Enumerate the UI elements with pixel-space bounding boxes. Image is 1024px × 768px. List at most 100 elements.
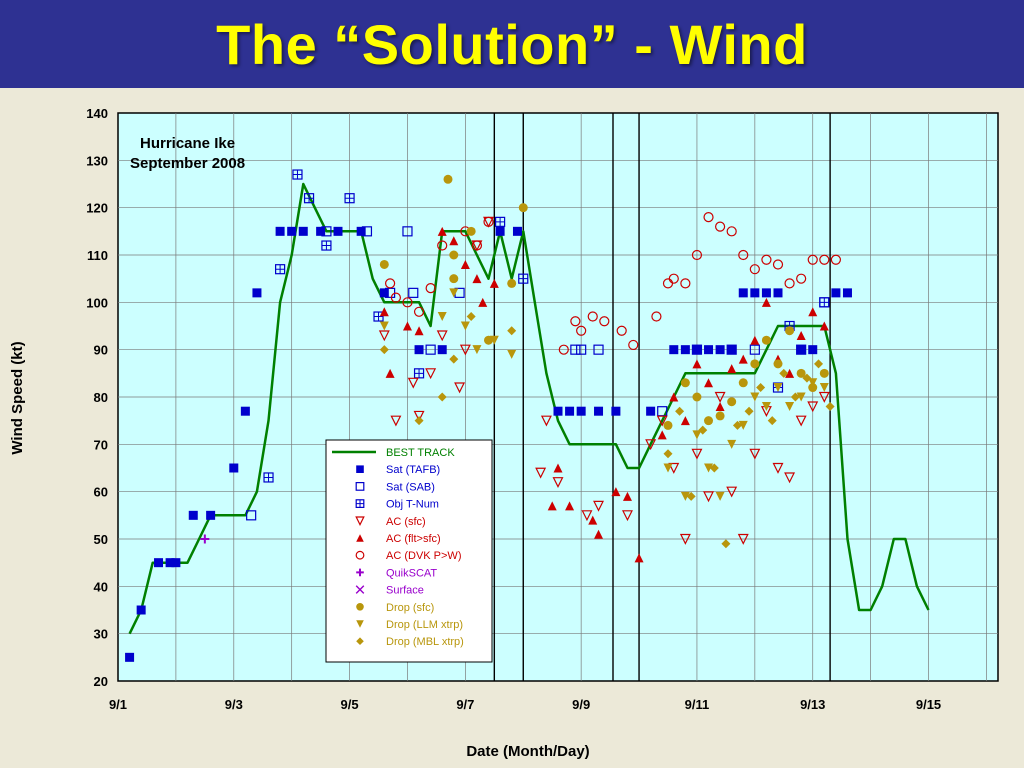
obj-t-num-point-cross — [345, 193, 355, 203]
obj-t-num-point-cross — [275, 264, 285, 274]
drop-mbl-xtrp-point — [779, 368, 789, 378]
y-tick-label: 110 — [87, 248, 108, 263]
x-tick-label: 9/15 — [916, 697, 941, 712]
ac-dvk-p-w-point — [558, 344, 569, 355]
drop-llm-xtrp-point — [761, 401, 771, 411]
ac-sfc-point — [552, 477, 564, 489]
ac-dvk-p-w-point — [738, 249, 749, 261]
ac-sfc-point — [378, 330, 390, 342]
series-quikscat — [200, 534, 210, 544]
obj-t-num-point — [275, 264, 286, 275]
sat-tafb-point — [206, 510, 216, 520]
ac-dvk-p-w-point — [599, 316, 610, 327]
ac-sfc-point — [679, 533, 691, 545]
obj-t-num-point-cross — [518, 274, 528, 284]
y-axis-title: Wind Speed (kt) — [9, 341, 26, 454]
drop-mbl-xtrp-point — [379, 345, 389, 355]
ac-dvk-p-w-point — [587, 311, 598, 322]
ac-flt-sfc-point — [460, 259, 470, 269]
sat-tafb-point — [773, 288, 783, 298]
grid-lines — [118, 113, 998, 681]
x-tick-label: 9/9 — [572, 697, 590, 712]
obj-t-num-point-cross — [414, 368, 424, 378]
ac-flt-sfc-point — [611, 487, 621, 497]
x-tick-label: 9/13 — [800, 697, 825, 712]
drop-llm-xtrp-point — [489, 335, 499, 345]
ac-sfc-point — [795, 415, 807, 427]
ac-flt-sfc-point — [414, 326, 424, 336]
ac-flt-sfc-point — [547, 501, 557, 511]
ac-sfc-point — [668, 462, 680, 474]
ac-dvk-p-w-point — [807, 254, 818, 265]
ac-sfc-point — [407, 377, 419, 389]
ac-flt-sfc-point — [704, 378, 714, 388]
drop-mbl-xtrp-point — [790, 392, 800, 402]
drop-llm-xtrp-point — [773, 383, 783, 393]
obj-t-num-point-cross — [374, 312, 384, 322]
legend-swatch-drop-mbl-xtrp — [356, 637, 364, 645]
x-tick-label: 9/7 — [456, 697, 474, 712]
ac-sfc-point — [784, 472, 796, 484]
ac-sfc-point — [454, 382, 466, 394]
ac-flt-sfc-point — [565, 501, 575, 511]
drop-mbl-xtrp-point — [814, 359, 824, 369]
ac-sfc-point — [436, 330, 448, 342]
obj-t-num-point-cross — [292, 170, 302, 180]
ac-sfc-point — [581, 510, 593, 522]
ac-dvk-p-w-point — [425, 283, 436, 294]
ac-flt-sfc-point — [622, 491, 632, 501]
ac-flt-sfc-point — [379, 307, 389, 317]
annotation-line-1: Hurricane Ike — [140, 135, 235, 152]
sat-sab-point — [570, 344, 581, 355]
ac-flt-sfc-point — [738, 354, 748, 364]
ac-sfc-point — [807, 401, 819, 413]
drop-mbl-xtrp-point — [802, 373, 812, 383]
legend-swatch-sat-sab — [355, 482, 365, 491]
sat-tafb-point — [171, 558, 181, 568]
series-sat-tafb — [125, 226, 852, 662]
y-tick-label: 20 — [94, 674, 108, 689]
drop-sfc-point — [507, 278, 517, 288]
legend: BEST TRACK Sat (TAFB) Sat (SAB) Obj T-Num AC… — [325, 439, 493, 663]
ac-dvk-p-w-point — [772, 259, 784, 270]
drop-sfc-point — [518, 203, 528, 213]
sat-tafb-point — [437, 345, 447, 355]
sat-tafb-point — [831, 288, 841, 298]
ac-sfc-point — [425, 368, 437, 380]
ac-flt-sfc-point — [385, 368, 395, 378]
ac-dvk-p-w-point — [651, 311, 662, 322]
drop-llm-xtrp-point — [704, 463, 714, 473]
obj-t-num-point-cross — [819, 297, 829, 307]
ac-flt-sfc-point — [449, 236, 459, 246]
ac-flt-sfc-point — [553, 463, 563, 473]
series-ac-flt-sfc — [379, 226, 829, 563]
sat-tafb-point — [715, 345, 725, 355]
slide-title: The “Solution” - Wind — [216, 13, 808, 76]
ac-flt-sfc-point — [761, 297, 771, 307]
sat-tafb-point — [692, 345, 702, 355]
drop-mbl-xtrp-point — [449, 354, 459, 364]
ac-sfc-point — [772, 462, 784, 474]
drop-sfc-point — [785, 326, 795, 336]
ac-dvk-p-w-point — [749, 264, 760, 275]
sat-tafb-point — [188, 510, 198, 520]
drop-sfc-point — [443, 174, 453, 184]
ac-dvk-p-w-point — [715, 221, 726, 232]
sat-tafb-point — [553, 406, 563, 416]
ac-flt-sfc-point — [402, 321, 412, 331]
ac-dvk-p-w-point — [691, 249, 703, 261]
sat-tafb-point — [704, 345, 714, 355]
annotation-line-2: September 2008 — [130, 155, 245, 172]
y-tick-label: 50 — [94, 532, 108, 547]
sat-tafb-point — [298, 226, 308, 236]
x-tick-label: 9/11 — [685, 697, 710, 712]
vertical-markers — [493, 113, 831, 681]
drop-llm-xtrp-point — [808, 378, 818, 388]
ac-flt-sfc-point — [715, 401, 725, 411]
ac-sfc-point — [390, 415, 402, 427]
x-tick-label: 9/1 — [109, 697, 127, 712]
drop-sfc-point — [727, 397, 737, 407]
series-best-track — [128, 182, 930, 635]
sat-tafb-point — [229, 463, 239, 473]
sat-sab-point — [321, 226, 332, 237]
